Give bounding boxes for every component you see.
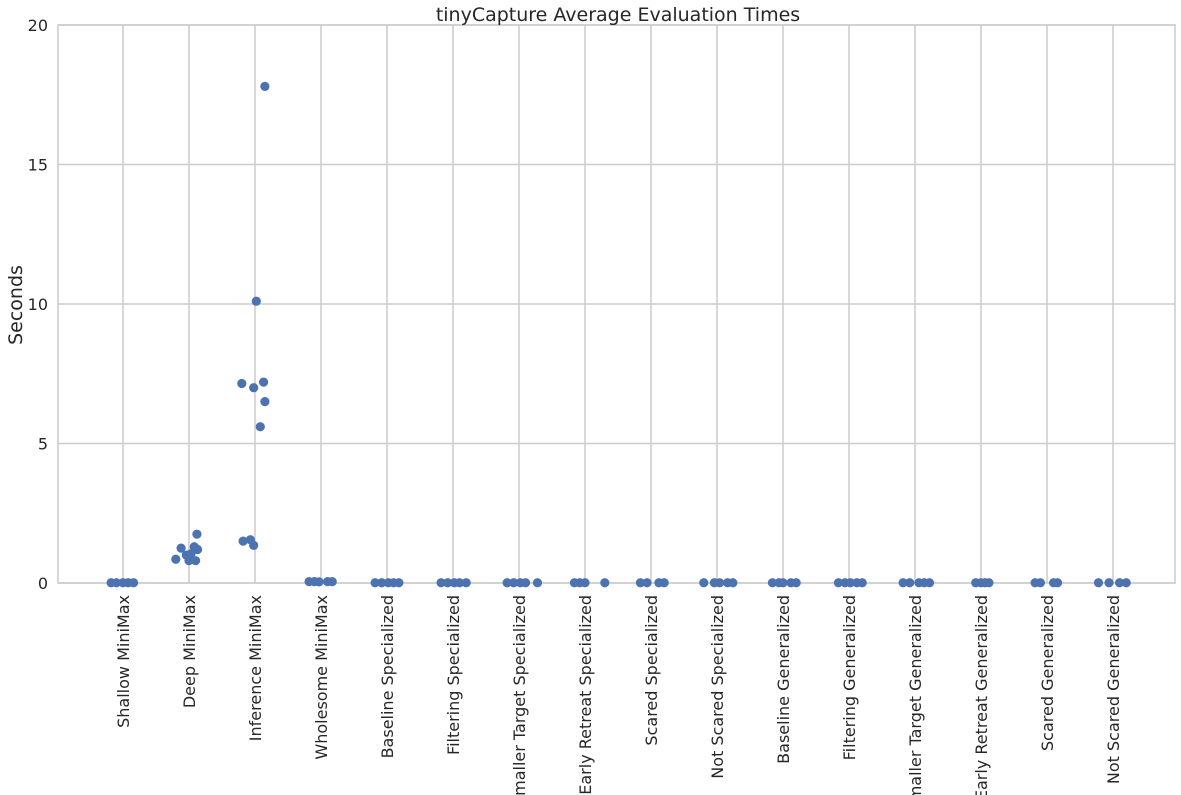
- data-point: [1104, 578, 1114, 588]
- data-point: [260, 81, 270, 91]
- plot-frame: [57, 24, 1176, 584]
- data-point: [377, 578, 387, 588]
- data-point: [521, 578, 531, 588]
- data-point: [642, 578, 652, 588]
- data-point: [924, 578, 935, 588]
- data-point: [394, 578, 404, 588]
- chart-title: tinyCapture Average Evaluation Times: [436, 4, 800, 26]
- data-point: [857, 578, 867, 588]
- data-point: [833, 578, 844, 588]
- data-point: [249, 540, 259, 550]
- data-point: [984, 578, 994, 588]
- data-point: [461, 578, 471, 588]
- data-point: [237, 378, 247, 389]
- data-point: [1035, 578, 1045, 588]
- y-tick-label: 0: [38, 574, 48, 593]
- y-tick-label: 5: [38, 435, 48, 454]
- data-point: [171, 554, 181, 564]
- x-tick-label: Not Scared Specialized: [708, 595, 727, 779]
- data-point: [176, 543, 186, 553]
- data-point: [791, 578, 801, 588]
- x-tick-label: Smaller Target Generalized: [906, 595, 925, 795]
- data-point: [778, 578, 788, 588]
- x-tick-label: Filtering Specialized: [444, 595, 463, 755]
- data-point: [455, 578, 465, 588]
- data-point: [1121, 578, 1131, 588]
- data-point: [699, 578, 709, 588]
- y-tick-labels: 0 5 10 15 20: [28, 16, 48, 593]
- y-tick-label: 20: [28, 16, 48, 35]
- data-point: [238, 536, 248, 546]
- x-tick-label: Scared Specialized: [642, 595, 661, 746]
- data-point: [767, 578, 778, 588]
- data-point: [845, 578, 855, 588]
- data-point: [1093, 578, 1104, 588]
- data-point: [715, 578, 725, 588]
- data-point: [509, 578, 519, 588]
- x-tick-label: Baseline Specialized: [378, 595, 397, 758]
- x-tick-labels: Shallow MiniMax Deep MiniMax Inference Min…: [114, 595, 1123, 795]
- data-point: [192, 529, 202, 539]
- grid: [58, 24, 1175, 584]
- data-point: [184, 556, 194, 566]
- data-point: [314, 577, 324, 587]
- y-tick-label: 15: [28, 156, 48, 175]
- x-tick-label: Scared Generalized: [1038, 595, 1057, 751]
- data-point: [1052, 578, 1063, 588]
- x-tick-label: Smaller Target Specialized: [510, 595, 529, 795]
- data-point: [600, 578, 610, 588]
- data-point: [251, 296, 261, 306]
- x-tick-label: Not Scared Generalized: [1104, 595, 1123, 784]
- x-tick-label: Wholesome MiniMax: [312, 595, 331, 760]
- data-point: [111, 578, 121, 588]
- data-point: [1115, 578, 1125, 588]
- data-point: [580, 578, 590, 588]
- x-tick-label: Deep MiniMax: [180, 595, 199, 708]
- x-tick-label: Early Retreat Generalized: [972, 595, 991, 795]
- data-point: [255, 422, 265, 432]
- data-point: [191, 556, 201, 566]
- data-point: [327, 577, 337, 587]
- data-point: [635, 578, 646, 588]
- x-tick-label: Inference MiniMax: [246, 595, 265, 741]
- data-point: [370, 578, 380, 588]
- data-point: [186, 549, 196, 559]
- data-point: [898, 578, 908, 588]
- data-point: [128, 578, 139, 588]
- data-point: [728, 578, 738, 588]
- data-point: [249, 383, 259, 393]
- data-point: [260, 397, 270, 407]
- x-tick-label: Baseline Generalized: [774, 595, 793, 764]
- data-point: [502, 578, 512, 588]
- data-point: [443, 578, 453, 588]
- data-point: [258, 377, 269, 387]
- y-axis-title: Seconds: [5, 265, 27, 345]
- data-point: [532, 578, 543, 588]
- data-point: [905, 578, 915, 588]
- y-tick-label: 10: [28, 295, 48, 314]
- data-points: [106, 81, 1131, 588]
- x-tick-label: Shallow MiniMax: [114, 595, 133, 728]
- x-tick-label: Filtering Generalized: [840, 595, 859, 760]
- data-point: [192, 544, 203, 555]
- data-point: [659, 578, 669, 588]
- data-point: [436, 578, 446, 588]
- x-tick-label: Early Retreat Specialized: [576, 595, 595, 795]
